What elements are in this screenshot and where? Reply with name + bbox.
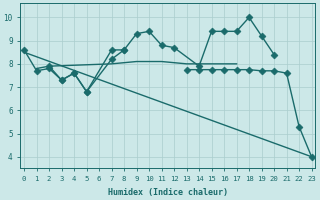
X-axis label: Humidex (Indice chaleur): Humidex (Indice chaleur) (108, 188, 228, 197)
